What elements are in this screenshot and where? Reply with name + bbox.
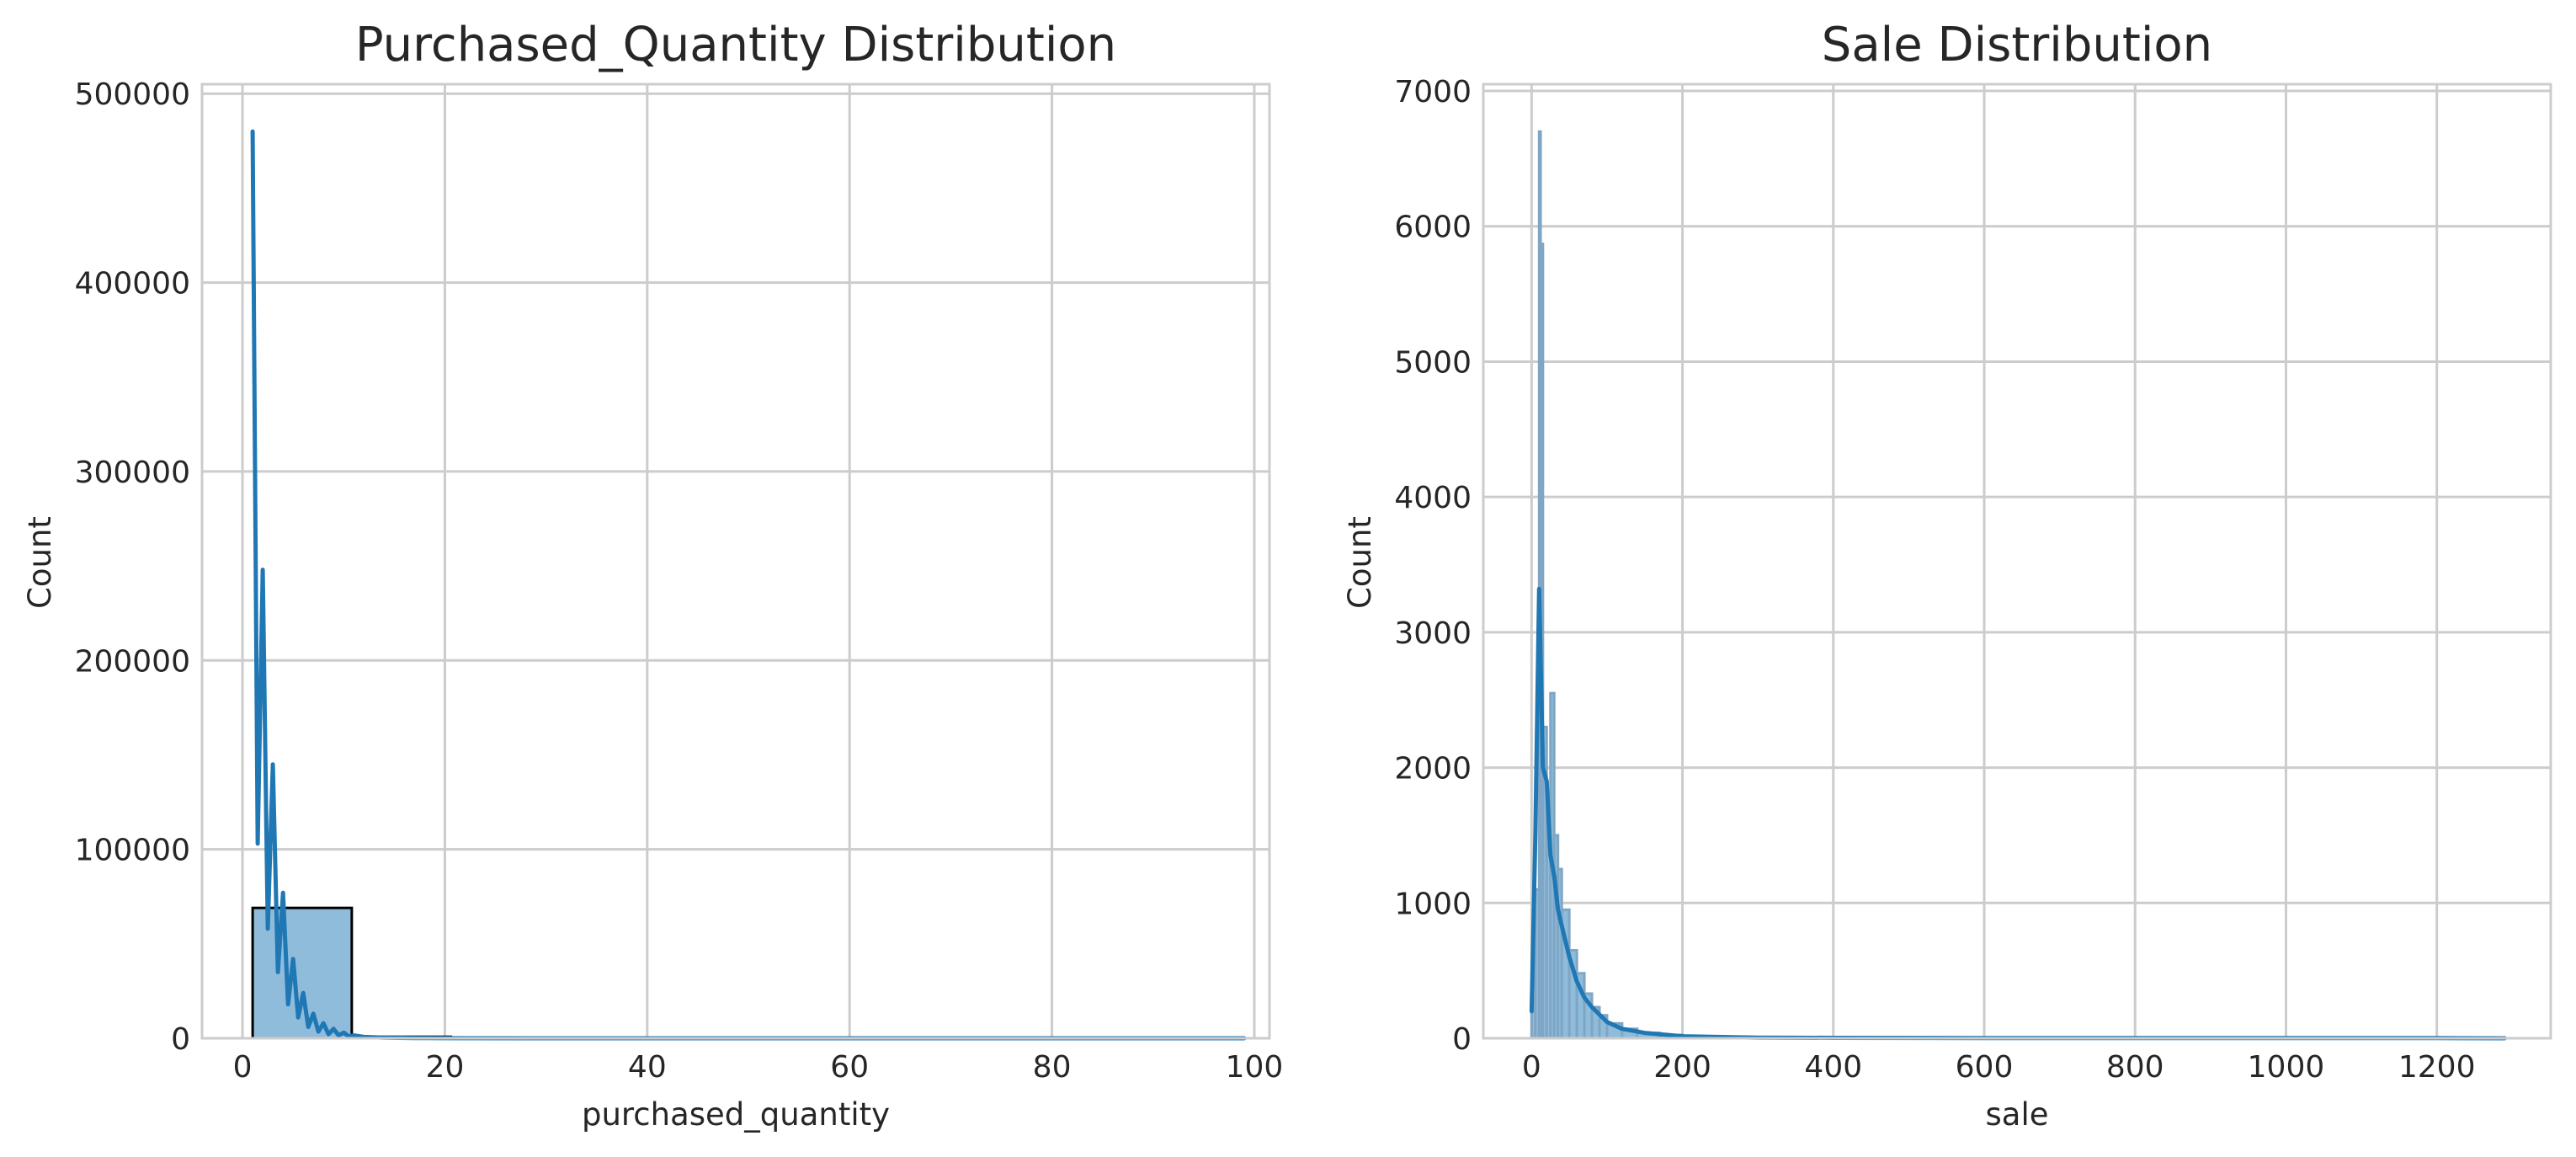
x-tick-label: 80 <box>1033 1050 1072 1085</box>
purchased-quantity-chart: Purchased_Quantity Distribution purchase… <box>22 18 1283 1133</box>
x-axis-label: sale <box>1986 1096 2049 1133</box>
kde-line <box>1529 586 2507 1041</box>
x-tick-label: 20 <box>426 1050 465 1085</box>
y-tick-label: 6000 <box>1394 211 1472 245</box>
histogram-bars <box>251 906 1246 1040</box>
kde-curve <box>250 129 1247 1041</box>
y-tick-label: 5000 <box>1394 345 1472 380</box>
x-tick-label: 0 <box>1522 1050 1541 1085</box>
chart-title: Sale Distribution <box>1822 18 2212 72</box>
x-tick-label: 1200 <box>2398 1050 2476 1085</box>
y-tick-label: 0 <box>171 1022 190 1057</box>
chart-title: Purchased_Quantity Distribution <box>355 18 1116 72</box>
y-tick-label: 500000 <box>75 77 190 112</box>
kde-curve <box>1529 586 2507 1041</box>
y-axis-label: Count <box>1342 516 1378 609</box>
y-tick-label: 4000 <box>1394 481 1472 515</box>
x-axis-label: purchased_quantity <box>582 1096 890 1133</box>
kde-line <box>250 129 1247 1041</box>
y-tick-label: 1000 <box>1394 887 1472 921</box>
grid <box>1483 84 2551 1040</box>
x-tick-label: 600 <box>1956 1050 2014 1085</box>
y-tick-label: 7000 <box>1394 75 1472 109</box>
y-axis-label: Count <box>22 516 58 609</box>
grid <box>202 84 1269 1040</box>
x-tick-label: 800 <box>2106 1050 2164 1085</box>
y-tick-label: 200000 <box>75 644 190 679</box>
x-tick-label: 200 <box>1653 1050 1711 1085</box>
y-tick-label: 0 <box>1452 1022 1472 1057</box>
tick-labels: 0 20 40 60 80 100 0 100000 200000 300000 400000 500… <box>75 77 1284 1085</box>
x-tick-label: 1000 <box>2248 1050 2325 1085</box>
x-tick-label: 100 <box>1226 1050 1284 1085</box>
y-tick-label: 400000 <box>75 267 190 301</box>
x-tick-label: 40 <box>628 1050 667 1085</box>
y-tick-label: 100000 <box>75 834 190 868</box>
plot-frame <box>200 83 1271 1040</box>
plot-frame <box>1482 83 2552 1040</box>
x-tick-label: 400 <box>1804 1050 1862 1085</box>
x-tick-label: 60 <box>830 1050 869 1085</box>
y-tick-label: 2000 <box>1394 752 1472 786</box>
y-tick-label: 300000 <box>75 456 190 490</box>
sale-chart: Sale Distribution sale Count 0 200 400 600 8… <box>1342 18 2552 1133</box>
tick-labels: 0 200 400 600 800 1000 1200 0 1000 2000 3000 4000 50… <box>1394 75 2475 1085</box>
x-tick-label: 0 <box>233 1050 253 1085</box>
y-tick-label: 3000 <box>1394 616 1472 651</box>
